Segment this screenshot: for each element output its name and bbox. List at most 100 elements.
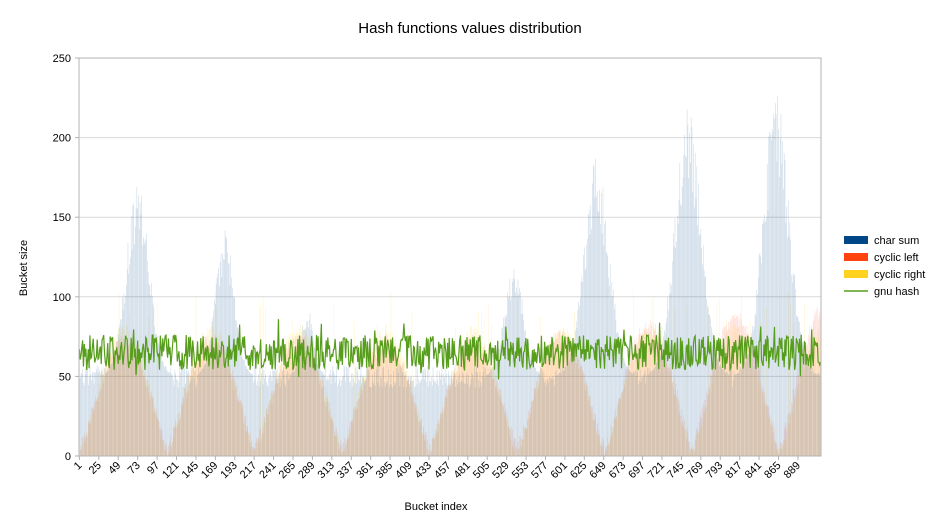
bar-cyclic-right (154, 406, 155, 456)
bar-cyclic-left (710, 374, 711, 456)
bar-cyclic-left (749, 337, 750, 456)
bar-cyclic-right (368, 358, 370, 456)
bar-cyclic-right (210, 325, 211, 456)
bar-char-sum (476, 366, 478, 456)
bar-char-sum (93, 383, 95, 456)
bar-char-sum (135, 208, 137, 456)
bar-cyclic-right (367, 367, 368, 456)
bar-char-sum (342, 376, 344, 456)
bar-char-sum (382, 368, 384, 456)
bar-cyclic-right (187, 375, 189, 456)
bar-cyclic-left (455, 374, 456, 456)
bar-cyclic-left (219, 352, 221, 456)
bar-cyclic-right (574, 312, 575, 456)
bar-char-sum (577, 309, 579, 456)
bar-char-sum (770, 140, 772, 457)
bar-cyclic-right (587, 395, 588, 456)
bar-cyclic-right (344, 447, 346, 456)
bar-cyclic-left (643, 328, 645, 456)
bar-char-sum (614, 304, 616, 456)
bar-char-sum (435, 384, 437, 456)
bar-char-sum (668, 310, 669, 456)
bar-char-sum (628, 365, 630, 456)
bar-char-sum (495, 363, 496, 456)
bar-char-sum (471, 372, 473, 456)
bar-char-sum (346, 366, 347, 456)
bar-char-sum (361, 382, 363, 456)
bar-cyclic-right (457, 347, 459, 456)
bar-cyclic-left (671, 370, 673, 456)
bar-cyclic-left (157, 420, 159, 456)
bar-char-sum (533, 366, 534, 456)
bar-char-sum (442, 384, 444, 456)
bar-cyclic-left (403, 363, 405, 456)
bar-cyclic-right (702, 422, 703, 456)
bar-cyclic-right (784, 440, 786, 456)
bar-cyclic-left (573, 346, 575, 456)
bar-cyclic-left (126, 348, 127, 456)
bar-cyclic-left (274, 390, 275, 456)
bar-cyclic-right (651, 337, 653, 456)
bar-char-sum (460, 382, 461, 456)
bar-char-sum (678, 200, 680, 456)
bar-cyclic-left (772, 422, 774, 456)
bar-cyclic-right (814, 342, 816, 456)
bar-cyclic-right (406, 370, 408, 456)
bar-char-sum (642, 376, 643, 456)
bar-cyclic-right (503, 416, 505, 456)
bar-cyclic-left (111, 357, 113, 456)
bar-cyclic-left (652, 322, 654, 456)
bar-char-sum (189, 381, 191, 456)
bar-cyclic-right (132, 346, 134, 456)
bar-char-sum (253, 382, 254, 456)
bar-cyclic-left (184, 388, 185, 456)
bar-cyclic-right (571, 341, 572, 456)
bar-char-sum (802, 342, 804, 456)
bar-char-sum (461, 371, 463, 456)
bar-char-sum (118, 328, 120, 456)
bar-char-sum (246, 368, 248, 456)
bar-cyclic-right (794, 401, 796, 456)
bar-cyclic-right (492, 361, 494, 456)
bar-char-sum (271, 381, 273, 456)
bar-cyclic-left (583, 372, 584, 456)
bar-char-sum (297, 357, 299, 456)
bar-cyclic-right (694, 451, 696, 456)
bar-char-sum (221, 277, 223, 456)
bar-char-sum (715, 356, 717, 456)
bar-cyclic-left (295, 345, 297, 456)
bar-cyclic-left (294, 348, 295, 456)
bar-char-sum (392, 387, 393, 456)
bar-char-sum (726, 371, 728, 456)
bar-char-sum (248, 370, 249, 456)
bar-char-sum (647, 374, 649, 456)
bar-char-sum (809, 368, 811, 456)
bar-cyclic-right (732, 326, 733, 456)
bar-cyclic-right (698, 431, 700, 456)
bar-char-sum (183, 369, 185, 456)
bar-cyclic-right (658, 336, 660, 456)
bar-cyclic-left (265, 422, 266, 456)
bar-char-sum (140, 213, 142, 456)
bar-cyclic-left (100, 389, 102, 456)
bar-cyclic-left (774, 427, 775, 456)
bar-char-sum (346, 367, 348, 456)
bar-cyclic-right (95, 394, 96, 456)
bar-cyclic-left (644, 330, 646, 456)
bar-cyclic-left (246, 426, 248, 456)
bar-cyclic-left (182, 397, 184, 456)
bar-cyclic-left (95, 397, 96, 456)
bar-char-sum (750, 342, 752, 456)
bar-cyclic-right (127, 339, 129, 456)
bar-char-sum (564, 367, 566, 456)
bar-char-sum (169, 372, 171, 456)
bar-cyclic-right (331, 418, 333, 456)
bar-cyclic-right (433, 437, 435, 456)
bar-cyclic-right (335, 427, 337, 456)
bar-cyclic-left (310, 349, 312, 456)
bar-char-sum (232, 296, 234, 456)
bar-cyclic-right (736, 328, 737, 456)
bar-cyclic-right (386, 332, 388, 456)
bar-cyclic-right (692, 443, 694, 456)
bar-cyclic-left (417, 416, 418, 456)
